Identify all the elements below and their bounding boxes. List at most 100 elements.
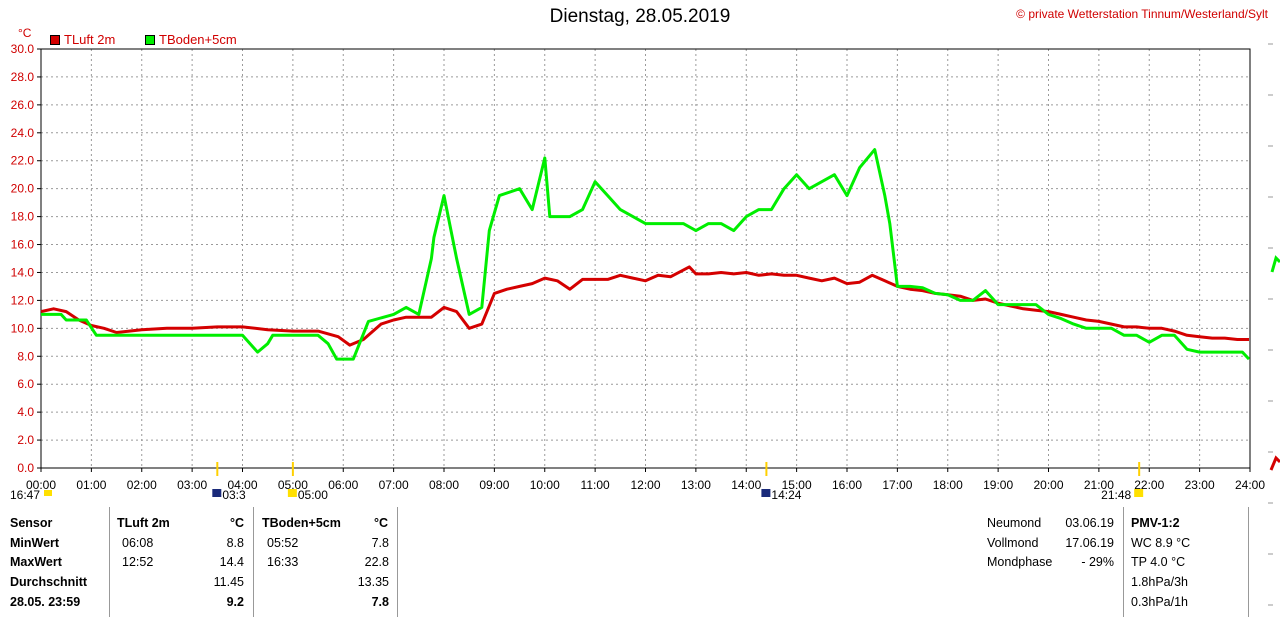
moon-value: 17.06.19 (1065, 536, 1114, 550)
y-tick-label: 8.0 (17, 349, 34, 363)
header-tboden-unit: °C (374, 516, 389, 530)
row-t2-time: 16:33 (267, 555, 299, 569)
copyright-text: © private Wetterstation Tinnum/Westerlan… (1016, 7, 1268, 21)
series-line-tboden (41, 148, 1251, 361)
x-tick-label: 00:00 (26, 478, 56, 492)
y-tick-label: 14.0 (11, 265, 35, 279)
y-tick-label: 30.0 (11, 42, 35, 56)
sun-annotation-marker (212, 489, 222, 497)
y-tick-label: 16.0 (11, 238, 35, 252)
sun-annotation-marker (1134, 489, 1144, 497)
legend-swatch-tboden (145, 34, 155, 45)
x-tick-label: 10:00 (530, 478, 560, 492)
header-sensor: Sensor (10, 516, 53, 530)
legend-swatch-tluft (50, 34, 60, 45)
x-axis: 00:00 01:00 02:00 03:00 04:00 05:00 06:00 07:00… (26, 468, 1265, 492)
pmv-line: 1.8hPa/3h (1131, 575, 1188, 589)
x-tick-label: 15:00 (782, 478, 812, 492)
row-t1-time: 12:52 (122, 555, 154, 569)
row-t1-value: 14.4 (219, 555, 244, 569)
x-tick-label: 02:00 (127, 478, 157, 492)
x-tick-label: 01:00 (76, 478, 106, 492)
x-tick-label: 04:00 (227, 478, 257, 492)
moon-label: Vollmond (987, 536, 1039, 550)
legend-label-tboden: TBoden+5cm (159, 32, 237, 47)
pmv-line: WC 8.9 °C (1131, 536, 1191, 550)
x-tick-label: 23:00 (1185, 478, 1215, 492)
x-tick-label: 05:00 (278, 478, 308, 492)
row-label: Durchschnitt (10, 575, 88, 589)
row-t1-time: 06:08 (122, 536, 154, 550)
sun-annotation-marker (761, 489, 771, 497)
x-tick-label: 14:00 (731, 478, 761, 492)
header-tluft: TLuft 2m (117, 516, 170, 530)
legend-item-tluft: TLuft 2m (50, 32, 115, 47)
row-t2-time: 05:52 (267, 536, 299, 550)
x-tick-label: 22:00 (1134, 478, 1164, 492)
grid (41, 49, 1250, 468)
header-tluft-unit: °C (230, 516, 245, 530)
y-tick-label: 6.0 (17, 377, 34, 391)
table-divider (1248, 507, 1249, 617)
y-tick-label: 10.0 (11, 321, 35, 335)
y-unit-label: °C (18, 26, 32, 40)
row-label: MaxWert (10, 555, 62, 569)
y-tick-label: 22.0 (11, 154, 35, 168)
x-tick-label: 03:00 (177, 478, 207, 492)
edge-series-tluft (1269, 455, 1280, 471)
moon-value: 03.06.19 (1065, 516, 1114, 530)
y-tick-label: 24.0 (11, 126, 35, 140)
sun-annotation-label: 16:47 (10, 488, 40, 502)
y-tick-label: 0.0 (17, 461, 34, 475)
page-title: Dienstag, 28.05.2019 (549, 6, 731, 27)
x-tick-label: 20:00 (1033, 478, 1063, 492)
x-tick-label: 17:00 (882, 478, 912, 492)
pmv-line: TP 4.0 °C (1131, 555, 1186, 569)
sun-annotation-label: 03:3 (222, 488, 246, 502)
y-axis: 0.0 2.0 4.0 6.0 8.0 10.0 12.0 14.0 16.0 18.0 20.0 2… (11, 42, 41, 475)
x-tick-label: 07:00 (379, 478, 409, 492)
sun-annotation-marker (44, 490, 52, 496)
sun-annotations: 16:47 03:3 05:00 14:24 21:48 (10, 462, 1144, 502)
x-tick-label: 16:00 (832, 478, 862, 492)
row-label: MinWert (10, 536, 60, 550)
moon-value: - 29% (1081, 555, 1114, 569)
y-tick-label: 12.0 (11, 293, 35, 307)
table-divider (109, 507, 110, 617)
y-tick-label: 20.0 (11, 182, 35, 196)
x-tick-label: 11:00 (581, 478, 610, 492)
series-line-tluft (40, 265, 1249, 347)
x-tick-label: 06:00 (328, 478, 358, 492)
header-tboden: TBoden+5cm (262, 516, 341, 530)
row-t2-value: 22.8 (364, 555, 389, 569)
x-tick-label: 21:00 (1084, 478, 1114, 492)
legend-label-tluft: TLuft 2m (64, 32, 116, 47)
pmv-line: 0.3hPa/1h (1131, 595, 1188, 609)
series-lines (40, 148, 1251, 361)
row-t1-value: 8.8 (226, 536, 244, 550)
x-tick-label: 24:00 (1235, 478, 1265, 492)
x-tick-label: 09:00 (479, 478, 509, 492)
row-t2-value: 7.8 (371, 595, 389, 609)
sun-annotation-label: 21:48 (1101, 488, 1131, 502)
moon-label: Neumond (987, 516, 1042, 530)
right-edge-marks (1268, 43, 1280, 606)
row-t2-value: 13.35 (357, 575, 389, 589)
x-tick-label: 18:00 (933, 478, 963, 492)
sun-annotation-label: 05:00 (298, 488, 328, 502)
y-tick-label: 4.0 (17, 405, 34, 419)
table-divider (397, 507, 398, 617)
x-tick-label: 12:00 (630, 478, 660, 492)
row-label: 28.05. 23:59 (10, 595, 81, 609)
x-tick-label: 13:00 (681, 478, 711, 492)
pmv-title: PMV-1:2 (1131, 516, 1180, 530)
y-tick-label: 2.0 (17, 433, 34, 447)
y-tick-label: 26.0 (11, 98, 35, 112)
sun-annotation-marker (287, 489, 297, 497)
row-t1-value: 11.45 (213, 575, 244, 589)
sun-annotation-label: 14:24 (771, 488, 801, 502)
row-t2-value: 7.8 (371, 536, 389, 550)
table-divider (253, 507, 254, 617)
edge-series-tboden (1270, 255, 1280, 273)
